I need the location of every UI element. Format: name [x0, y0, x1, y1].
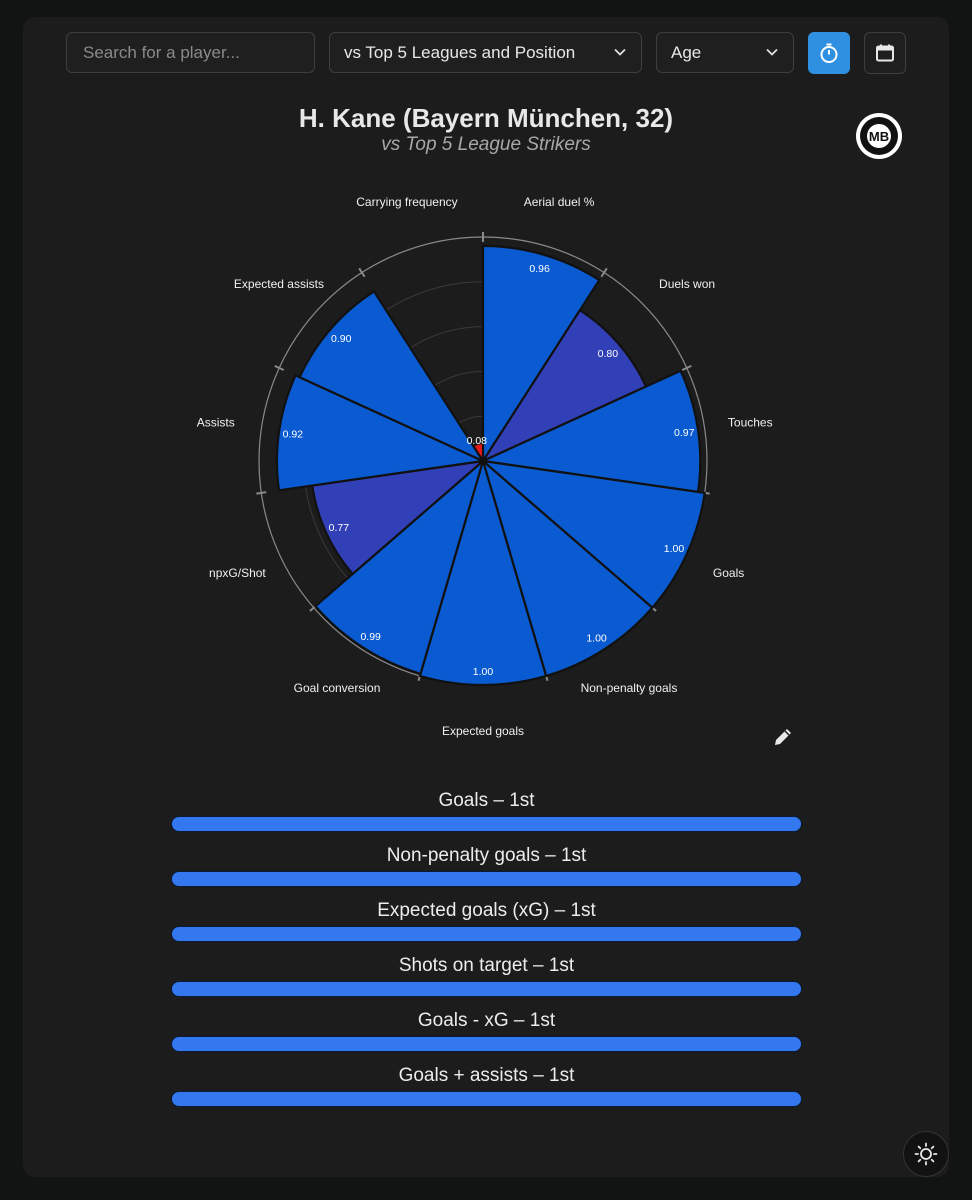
ranking-label: Goals – 1st: [438, 790, 535, 811]
value-label: 1.00: [586, 633, 607, 645]
search-input[interactable]: [81, 41, 314, 64]
ranking-item: Shots on target – 1st: [171, 953, 802, 997]
ranking-label: Goals - xG – 1st: [417, 1010, 556, 1031]
value-label: 1.00: [664, 543, 685, 555]
mb-logo-icon: MB: [856, 113, 902, 159]
value-label: 0.08: [467, 435, 488, 447]
polar-bar: [472, 441, 485, 463]
ranking-item: Non-penalty goals – 1st: [171, 843, 802, 887]
ranking-item: Goals – 1st: [171, 788, 802, 832]
timer-button[interactable]: [808, 32, 850, 74]
ranking-label: Shots on target – 1st: [398, 955, 575, 976]
category-label: Goals: [713, 566, 744, 580]
rankings-list: Goals – 1st Non-penalty goals – 1st Expe…: [171, 788, 802, 1118]
polar-bar: [481, 309, 648, 463]
polar-bar: [481, 459, 706, 609]
ranking-bar: [171, 926, 802, 942]
chevron-down-icon: [766, 48, 778, 56]
sector-tick: [274, 364, 285, 371]
player-search-field[interactable]: [66, 32, 315, 73]
svg-text:MB: MB: [869, 129, 889, 144]
category-label: Aerial duel %: [524, 195, 595, 209]
category-label: Carrying frequency: [356, 195, 457, 209]
category-label: Duels won: [659, 277, 715, 291]
polar-bar: [314, 459, 485, 675]
filter-select-value: Age: [671, 42, 702, 62]
calendar-icon: [876, 44, 894, 62]
ranking-item: Goals + assists – 1st: [171, 1063, 802, 1107]
polar-bar: [481, 459, 654, 678]
value-label: 0.90: [331, 333, 352, 345]
polar-bar: [275, 374, 485, 492]
category-label: Goal conversion: [294, 681, 381, 695]
ranking-bar: [171, 1036, 802, 1052]
chart-subtitle: vs Top 5 League Strikers: [381, 134, 591, 155]
ranking-bar: [171, 981, 802, 997]
ranking-bar: [171, 871, 802, 887]
ranking-item: Expected goals (xG) – 1st: [171, 898, 802, 942]
value-label: 0.97: [674, 427, 695, 439]
ranking-label: Non-penalty goals – 1st: [386, 845, 587, 866]
polar-bar: [311, 459, 485, 576]
polar-bar: [298, 290, 485, 463]
sun-icon: [914, 1142, 938, 1166]
polar-bar: [481, 369, 702, 494]
chart-title: H. Kane (Bayern München, 32): [298, 103, 674, 133]
pencil-icon[interactable]: [772, 726, 794, 748]
polar-chart: Aerial duel % 0.96 Duels won 0.80 Touches 0.9…: [197, 195, 773, 738]
stopwatch-icon: [820, 43, 838, 63]
ranking-item: Goals - xG – 1st: [171, 1008, 802, 1052]
category-label: Non-penalty goals: [581, 681, 678, 695]
comparison-select-value: vs Top 5 Leagues and Position: [344, 42, 576, 62]
sector-tick: [256, 491, 267, 495]
ranking-label: Goals + assists – 1st: [398, 1065, 575, 1086]
ranking-bar: [171, 1091, 802, 1107]
chevron-down-icon: [614, 48, 626, 56]
category-label: Assists: [197, 416, 235, 430]
theme-toggle-button[interactable]: [903, 1131, 949, 1177]
value-label: 0.92: [283, 429, 304, 441]
value-label: 0.77: [329, 522, 350, 534]
ranking-label: Expected goals (xG) – 1st: [377, 900, 596, 921]
filter-select[interactable]: Age: [656, 32, 794, 73]
comparison-select[interactable]: vs Top 5 Leagues and Position: [329, 32, 642, 73]
polar-bar: [418, 459, 548, 687]
value-label: 1.00: [473, 666, 494, 678]
value-label: 0.99: [360, 631, 381, 643]
sector-tick: [681, 364, 692, 371]
category-label: npxG/Shot: [209, 566, 266, 580]
value-label: 0.96: [529, 263, 550, 275]
sector-tick: [600, 267, 608, 278]
category-label: Expected goals: [442, 724, 524, 738]
polar-bar: [481, 244, 601, 463]
value-label: 0.80: [598, 348, 619, 360]
calendar-button[interactable]: [864, 32, 906, 74]
category-label: Expected assists: [234, 277, 324, 291]
category-label: Touches: [728, 416, 773, 430]
ranking-bar: [171, 816, 802, 832]
sector-tick: [358, 267, 366, 278]
